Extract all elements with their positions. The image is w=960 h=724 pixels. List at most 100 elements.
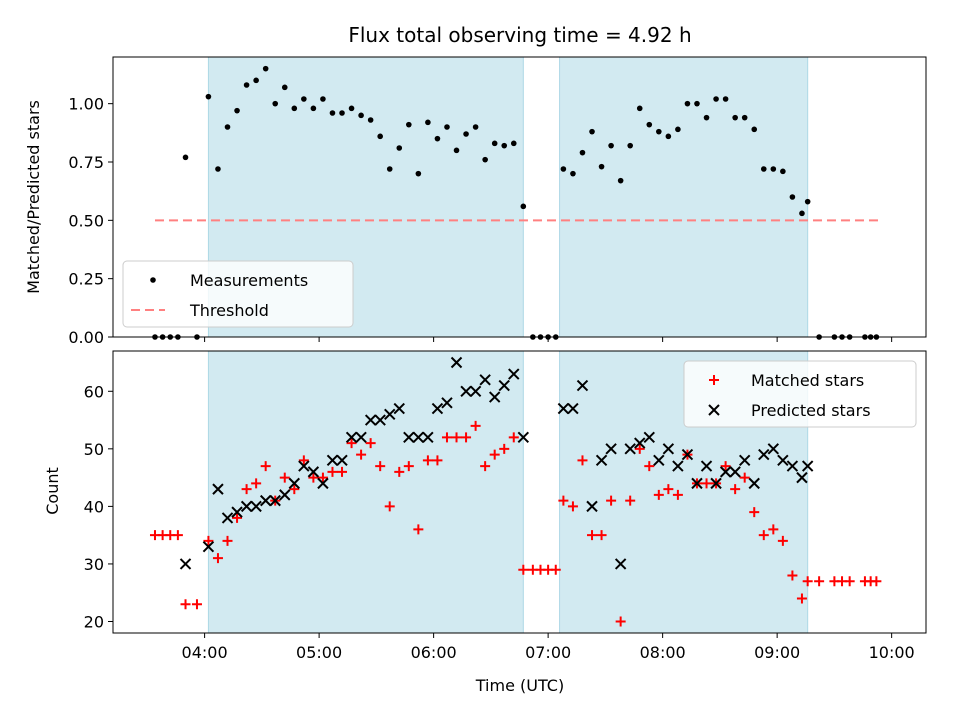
measurement-point (253, 77, 259, 84)
measurement-point (646, 121, 653, 128)
bottom-x-tick-label: 06:00 (411, 643, 457, 662)
matched-star-point (375, 461, 386, 472)
measurement-point (301, 96, 307, 102)
top-y-tick-label: 0.00 (68, 328, 104, 347)
predicted-star-point (326, 454, 339, 467)
matched-star-point (441, 432, 452, 443)
measurement-point (348, 105, 355, 112)
predicted-star-point (441, 397, 453, 409)
measurement-point (608, 142, 614, 149)
measurement-point (434, 135, 441, 142)
measurement-point (386, 166, 393, 172)
measurement-point (320, 96, 326, 102)
matched-star-point (625, 495, 636, 506)
predicted-star-point (298, 460, 310, 472)
measurement-point (281, 84, 288, 91)
predicted-star-point (691, 477, 703, 490)
predicted-star-point (317, 477, 329, 490)
predicted-star-point (634, 437, 646, 449)
predicted-star-point (412, 431, 425, 444)
predicted-star-point (403, 431, 415, 444)
matched-star-point (499, 443, 510, 454)
bottom-y-tick-label: 50 (84, 440, 104, 459)
measurement-point (665, 133, 672, 140)
measurement-point (182, 154, 189, 161)
predicted-star-point (576, 379, 589, 392)
bottom-x-tick-label: 10:00 (869, 643, 915, 662)
matched-star-point (606, 495, 617, 506)
predicted-star-point (777, 454, 789, 467)
predicted-star-point (460, 385, 472, 397)
measurement-point (760, 166, 767, 172)
matched-star-point (489, 449, 500, 460)
matched-star-point (871, 576, 882, 587)
predicted-star-point (653, 454, 665, 467)
matched-star-point (550, 564, 561, 575)
top-y-tick-label: 0.25 (68, 270, 104, 289)
top-y-tick-label: 1.00 (68, 95, 104, 114)
matched-star-point (337, 466, 348, 477)
predicted-star-point (801, 460, 814, 472)
measurement-point (560, 166, 567, 172)
matched-star-point (203, 535, 214, 546)
measurement-point (617, 177, 624, 184)
matched-star-point (787, 570, 798, 581)
predicted-star-point (345, 431, 358, 444)
bottom-x-tick-label: 05:00 (296, 643, 342, 662)
legend-marker-predicted-stars (708, 404, 720, 416)
predicted-star-point (179, 558, 192, 570)
predicted-star-point (681, 448, 694, 461)
bottom-x-tick-label: 08:00 (640, 643, 686, 662)
matched-star-point (577, 455, 588, 466)
predicted-star-point (748, 477, 760, 490)
predicted-star-point (288, 477, 301, 490)
measurement-point (406, 121, 412, 128)
predicted-star-point (567, 402, 579, 415)
predicted-star-point (672, 460, 684, 472)
measurement-point (243, 82, 250, 88)
predicted-star-point (624, 443, 636, 455)
measurement-point (589, 128, 595, 135)
matched-star-point (587, 530, 598, 541)
measurement-point (570, 170, 576, 177)
bottom-legend: Matched stars Predicted stars (683, 360, 917, 428)
matched-star-point (432, 455, 443, 466)
measurement-point (636, 105, 643, 112)
predicted-star-point (422, 431, 434, 444)
bottom-y-tick-label: 20 (84, 612, 104, 631)
measurement-point (415, 170, 422, 177)
x-axis-label: Time (UTC) (475, 676, 564, 695)
legend-marker-measurements (150, 277, 156, 283)
predicted-star-point (307, 466, 320, 478)
matched-star-point (308, 472, 319, 483)
bottom-x-tick-label: 09:00 (754, 643, 800, 662)
predicted-star-point (700, 460, 713, 472)
predicted-star-point (605, 443, 617, 455)
measurement-point (675, 126, 681, 133)
predicted-star-point (517, 431, 530, 444)
predicted-star-point (643, 431, 655, 444)
predicted-star-point (796, 471, 808, 484)
measurement-point (491, 140, 498, 147)
measurement-point (425, 119, 431, 126)
matched-star-point (451, 432, 462, 443)
top-shaded-window-2 (559, 56, 809, 338)
matched-star-point (567, 501, 578, 512)
measurement-point (329, 110, 336, 116)
measurement-point (262, 65, 269, 72)
matched-star-point (768, 524, 779, 535)
measurement-point (684, 100, 691, 107)
predicted-star-point (479, 374, 491, 386)
predicted-star-point (508, 368, 520, 380)
bottom-series-predicted-stars (179, 356, 814, 570)
predicted-star-point (767, 443, 780, 455)
bottom-legend-label: Predicted stars (751, 401, 871, 420)
measurement-point (234, 107, 240, 114)
measurement-point (804, 198, 811, 205)
measurement-point (444, 124, 450, 130)
matched-star-point (634, 443, 645, 454)
predicted-star-point (469, 385, 482, 397)
bottom-x-tick-label: 07:00 (525, 643, 571, 662)
matched-star-point (663, 484, 674, 495)
